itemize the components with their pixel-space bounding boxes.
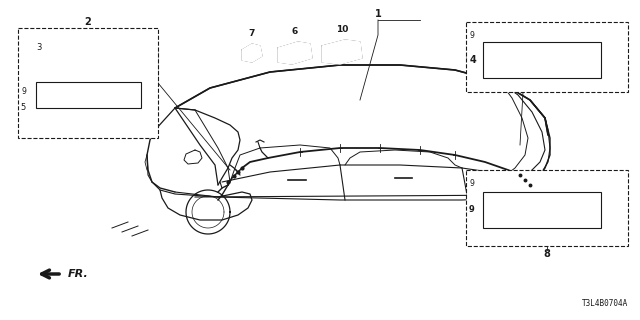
Bar: [18, 28, 158, 138]
Bar: [466, 22, 628, 92]
Text: 9: 9: [21, 87, 26, 97]
Text: 5: 5: [20, 103, 26, 113]
Text: 1: 1: [374, 9, 381, 19]
Text: 10: 10: [336, 25, 348, 34]
Text: 9: 9: [469, 179, 474, 188]
Polygon shape: [322, 40, 362, 64]
Text: FR.: FR.: [68, 269, 89, 279]
Text: 4: 4: [469, 55, 476, 65]
Polygon shape: [242, 44, 262, 62]
Bar: [466, 170, 628, 246]
Text: 2: 2: [84, 17, 92, 27]
Text: 8: 8: [543, 249, 550, 259]
Text: 7: 7: [249, 29, 255, 38]
Text: 164.5: 164.5: [533, 59, 551, 64]
Text: 9: 9: [468, 205, 474, 214]
Bar: [483, 42, 601, 78]
Bar: [483, 192, 601, 228]
Text: 164.5: 164.5: [80, 92, 97, 98]
Text: 3: 3: [36, 44, 42, 52]
Text: 164.5: 164.5: [533, 209, 551, 214]
Text: 6: 6: [292, 27, 298, 36]
Text: 9: 9: [469, 30, 474, 39]
Polygon shape: [278, 42, 312, 64]
Bar: [36, 82, 141, 108]
Text: T3L4B0704A: T3L4B0704A: [582, 299, 628, 308]
